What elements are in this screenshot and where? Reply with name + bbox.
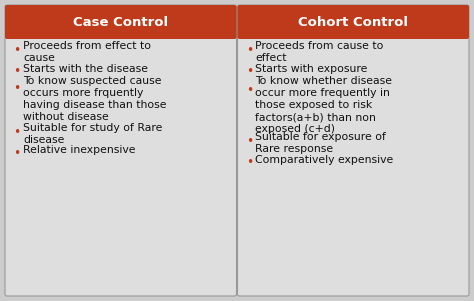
Text: Suitable for study of Rare
disease: Suitable for study of Rare disease [23,123,163,144]
Bar [7,22,235,37]
Text: Case Control: Case Control [73,15,168,29]
Text: •: • [13,82,21,95]
Text: •: • [246,135,253,148]
Text: Relative inexpensive: Relative inexpensive [23,145,136,155]
Text: To know suspected cause
occurs more frquently
having disease than those
without : To know suspected cause occurs more frqu… [23,76,166,123]
Text: Proceeds from cause to
effect: Proceeds from cause to effect [255,41,384,63]
Text: •: • [13,147,21,160]
Bar [239,22,467,37]
Text: Starts with the disease: Starts with the disease [23,64,148,74]
Text: Suitable for exposure of
Rare response: Suitable for exposure of Rare response [255,132,386,154]
FancyBboxPatch shape [237,5,469,39]
Text: Comparatively expensive: Comparatively expensive [255,155,394,165]
Text: •: • [13,44,21,57]
Text: Cohort Control: Cohort Control [298,15,408,29]
Text: Starts with exposure: Starts with exposure [255,64,368,74]
Text: •: • [246,157,253,169]
Text: •: • [13,126,21,138]
FancyBboxPatch shape [5,5,237,39]
FancyBboxPatch shape [5,5,237,296]
Text: •: • [246,44,253,57]
Text: Proceeds from effect to
cause: Proceeds from effect to cause [23,41,151,63]
Text: •: • [13,65,21,78]
Text: To know whether disease
occur more frequently in
those exposed to risk
factors(a: To know whether disease occur more frequ… [255,76,392,135]
Text: •: • [246,65,253,78]
Text: •: • [246,84,253,97]
FancyBboxPatch shape [237,5,469,296]
